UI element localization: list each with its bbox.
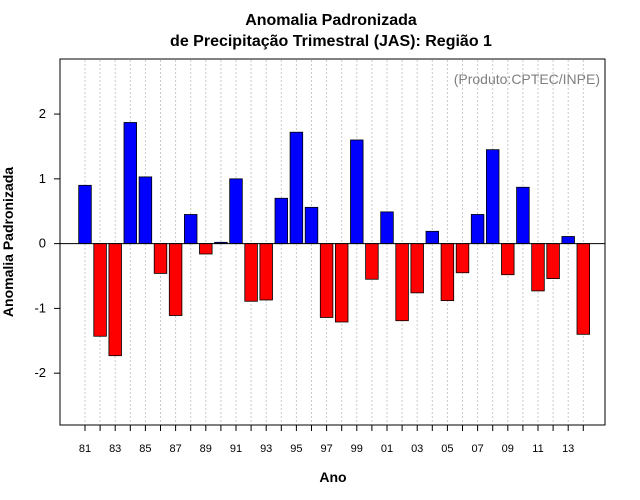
bar-2011 — [531, 243, 545, 292]
bar-1985 — [138, 176, 153, 245]
bar-1986 — [153, 243, 168, 274]
x-tick-label: 01 — [381, 443, 393, 455]
x-tick-label: 85 — [139, 443, 151, 455]
bar-2001 — [380, 211, 394, 245]
bar-1993 — [259, 243, 273, 301]
bar-1997 — [319, 243, 334, 318]
bar-1995 — [289, 131, 304, 245]
x-tick-label: 05 — [441, 443, 453, 455]
bar-2010 — [516, 186, 530, 245]
y-axis-title: Anomalia Padronizada — [0, 167, 16, 317]
x-tick-label: 87 — [169, 443, 181, 455]
bar-1981 — [78, 184, 92, 245]
x-tick-label: 93 — [260, 443, 272, 455]
x-tick-label: 83 — [109, 443, 121, 455]
bar-2008 — [485, 149, 500, 245]
bar-2002 — [395, 243, 409, 322]
x-tick-label: 81 — [79, 443, 91, 455]
chart-title: Anomalia Padronizada — [245, 12, 417, 29]
bar-2003 — [410, 243, 424, 294]
x-tick-label: 89 — [200, 443, 212, 455]
x-tick-label: 03 — [411, 443, 423, 455]
bar-1982 — [93, 243, 107, 337]
bar-2006 — [455, 243, 470, 274]
bar-2005 — [440, 243, 455, 302]
bar-1996 — [304, 206, 319, 245]
bar-2009 — [501, 243, 515, 276]
y-tick-label: 1 — [39, 171, 46, 186]
bar-2000 — [365, 243, 379, 280]
x-tick-label: 99 — [351, 443, 363, 455]
y-axis: -2 -1 0 1 2 — [34, 106, 60, 380]
x-tick-label: 09 — [502, 443, 514, 455]
bar-1989 — [199, 243, 213, 255]
bar-1998 — [334, 243, 349, 323]
x-tick-label: 91 — [230, 443, 242, 455]
x-tick-label: 07 — [471, 443, 483, 455]
bar-1991 — [229, 178, 243, 245]
bar-2012 — [546, 243, 560, 279]
x-tick-label: 97 — [320, 443, 332, 455]
bar-1984 — [123, 122, 138, 245]
x-tick-label: 13 — [562, 443, 574, 455]
x-tick-label: 95 — [290, 443, 302, 455]
bar-2004 — [425, 230, 440, 245]
chart-subtitle: de Precipitação Trimestral (JAS): Região… — [170, 33, 492, 50]
source-annotation: (Produto:CPTEC/INPE) — [454, 71, 600, 87]
y-tick-label: -2 — [34, 365, 46, 380]
x-axis: 81 83 85 87 89 91 93 95 97 99 01 03 05 07 09 11 13 — [79, 425, 584, 455]
x-tick-label: 11 — [532, 443, 543, 455]
bar-1994 — [274, 197, 289, 245]
y-tick-label: 0 — [39, 236, 46, 251]
bar-2014 — [576, 243, 591, 335]
grid-lines — [84, 60, 584, 424]
bar-1992 — [244, 243, 258, 302]
plot-frame — [59, 58, 606, 426]
y-tick-label: -1 — [34, 300, 46, 315]
y-tick-label: 2 — [39, 106, 46, 121]
bar-1987 — [168, 243, 183, 316]
x-axis-title: Ano — [319, 469, 346, 485]
bars — [78, 122, 591, 357]
bar-1988 — [183, 214, 198, 245]
bar-2007 — [470, 214, 485, 245]
bar-1983 — [108, 243, 122, 357]
bar-1999 — [350, 139, 364, 245]
bar-2013 — [561, 236, 575, 245]
